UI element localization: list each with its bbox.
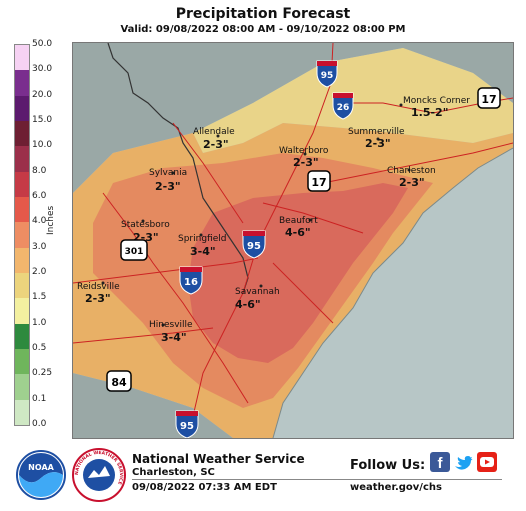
svg-text:95: 95: [321, 71, 334, 81]
coastline: [272, 147, 513, 438]
svg-text:95: 95: [180, 421, 194, 432]
legend-tick-label: 0.5: [32, 343, 47, 353]
interstate-26-shield: 26: [332, 92, 354, 120]
office-location: Charleston, SC: [132, 467, 215, 478]
place-amount: 3-4": [161, 331, 187, 344]
legend-tick-label: 50.0: [32, 39, 53, 49]
footer: NOAA NATIONAL WEATHER SERVICE: [0, 442, 526, 511]
place-name: Summerville: [348, 127, 405, 137]
legend-tick-label: 10.0: [32, 140, 53, 151]
us-17-shield-northeast: 17: [477, 87, 501, 109]
legend-tick-label: 3.0: [32, 241, 47, 252]
noaa-logo: NOAA: [16, 450, 66, 500]
us-17-shield: 17: [307, 170, 331, 192]
svg-text:17: 17: [311, 176, 326, 189]
place-amount: 4-6": [285, 226, 311, 239]
road-network: [73, 43, 513, 438]
legend-color-segment: [15, 323, 29, 349]
place-name: Sylvania: [149, 168, 187, 178]
place-name: Moncks Corner: [403, 96, 470, 106]
svg-text:17: 17: [481, 93, 496, 106]
place-name: Hinesville: [149, 320, 193, 330]
land-outside-area-north: [73, 43, 513, 193]
place-name: Springfield: [178, 234, 226, 244]
facebook-icon[interactable]: f: [430, 452, 450, 472]
legend-color-segment: [15, 399, 29, 425]
legend-tick-label: 8.0: [32, 165, 47, 176]
twitter-icon[interactable]: [453, 452, 473, 472]
place-name: Allendale: [193, 127, 235, 137]
place-name: Charleston: [387, 166, 436, 176]
legend-color-segment: [15, 45, 29, 71]
place-name: Walterboro: [279, 146, 329, 156]
precip-legend-colorbar: [14, 44, 30, 426]
legend-units-label: Inches: [46, 205, 56, 235]
youtube-icon[interactable]: [477, 452, 497, 472]
legend-tick-label: 0.1: [32, 393, 47, 404]
interstate-95-shield-south: 95: [175, 410, 199, 438]
legend-tick-label: 0.25: [32, 368, 53, 379]
legend-tick-label: 15.0: [32, 115, 53, 125]
follow-us-label: Follow Us:: [350, 458, 426, 473]
legend-color-segment: [15, 273, 29, 299]
legend-tick-label: 30.0: [32, 64, 53, 75]
place-name: Beaufort: [279, 216, 318, 226]
legend-color-segment: [15, 146, 29, 172]
us-301-shield: 301: [120, 239, 148, 261]
svg-text:NOAA: NOAA: [28, 463, 54, 472]
legend-tick-label: 1.5: [32, 292, 47, 303]
legend-color-segment: [15, 171, 29, 197]
place-amount: 2-3": [293, 156, 319, 169]
place-amount: 2-3": [155, 180, 181, 193]
svg-text:84: 84: [111, 376, 127, 389]
valid-period: Valid: 09/08/2022 08:00 AM - 09/10/2022 …: [120, 24, 406, 35]
place-amount: 3-4": [190, 245, 216, 258]
svg-text:f: f: [438, 455, 444, 472]
precip-map: Moncks Corner 1.5-2" Allendale 2-3" Summ…: [72, 42, 514, 439]
interstate-16-shield: 16: [179, 266, 203, 295]
legend-color-segment: [15, 222, 29, 248]
us-84-shield: 84: [106, 370, 132, 392]
legend-color-segment: [15, 247, 29, 273]
legend-tick-label: 20.0: [32, 89, 53, 100]
place-amount: 2-3": [203, 138, 229, 151]
nws-logo: NATIONAL WEATHER SERVICE: [72, 448, 126, 502]
place-amount: 2-3": [365, 137, 391, 150]
interstate-95-shield-mid: 95: [242, 230, 266, 259]
place-name: Reidsville: [77, 282, 120, 292]
legend-tick-label: 1.0: [32, 317, 47, 328]
legend-color-segment: [15, 95, 29, 121]
map-title: Precipitation Forecast: [175, 6, 351, 22]
footer-divider: [132, 479, 502, 480]
precip-legend-ticks: 50.0 30.0 20.0 15.0 10.0 8.0 6.0 4.0 3.0 2.0 1.5 1.…: [32, 39, 62, 429]
svg-text:301: 301: [125, 247, 144, 257]
place-amount: 2-3": [399, 176, 425, 189]
city-markers: [101, 103, 411, 327]
office-name: National Weather Service: [132, 452, 305, 466]
issued-time: 09/08/2022 07:33 AM EDT: [132, 482, 277, 493]
state-boundary: [107, 43, 249, 294]
legend-color-segment: [15, 70, 29, 96]
svg-text:26: 26: [337, 103, 350, 113]
svg-text:16: 16: [184, 277, 198, 288]
legend-color-segment: [15, 349, 29, 375]
place-amount: 4-6": [235, 298, 261, 311]
legend-color-segment: [15, 374, 29, 400]
place-amount: 2-3": [85, 292, 111, 305]
place-name: Savannah: [235, 287, 280, 297]
legend-tick-label: 6.0: [32, 191, 47, 201]
svg-text:95: 95: [247, 241, 261, 252]
legend-color-segment: [15, 121, 29, 147]
interstate-95-shield-north: 95: [316, 60, 338, 88]
precip-area-4-6: [188, 183, 408, 363]
legend-tick-label: 0.0: [32, 419, 47, 429]
place-amount: 1.5-2": [411, 106, 448, 119]
legend-color-segment: [15, 298, 29, 324]
place-name: Statesboro: [121, 220, 170, 230]
website-link[interactable]: weather.gov/chs: [350, 482, 442, 493]
legend-tick-label: 2.0: [32, 267, 47, 277]
legend-tick-label: 4.0: [32, 216, 47, 227]
legend-color-segment: [15, 197, 29, 223]
